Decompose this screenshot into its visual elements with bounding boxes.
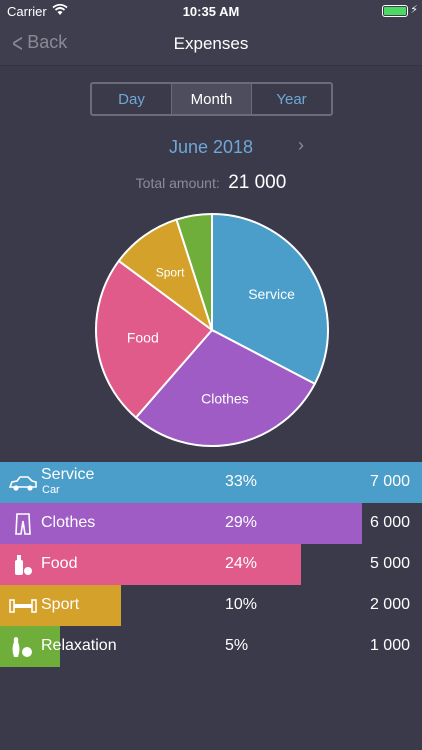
pie-slice[interactable]	[175, 212, 213, 331]
bar-fill	[0, 544, 302, 585]
pie-slice-label: Food	[127, 330, 159, 346]
expense-percent: 10%	[225, 596, 258, 613]
dumbbell-icon	[8, 595, 38, 617]
expense-subcategory: Car	[42, 484, 60, 496]
expense-name: Food	[41, 555, 78, 572]
expense-row-food[interactable]: Food 24% 5 000	[0, 544, 422, 585]
expense-row-clothes[interactable]: Clothes 29% 6 000	[0, 503, 422, 544]
period-segmented-control: Day Month Year	[90, 82, 333, 116]
segment-year[interactable]: Year	[276, 90, 307, 108]
bar-fill	[0, 503, 362, 544]
pie-slice[interactable]	[95, 259, 214, 419]
back-label: Back	[27, 32, 68, 52]
expense-row-sport[interactable]: Sport 10% 2 000	[0, 585, 422, 626]
next-period-button[interactable]: ›	[298, 135, 304, 156]
bar-fill	[0, 462, 422, 503]
expense-row-relaxation[interactable]: Relaxation 5% 1 000	[0, 626, 422, 667]
charging-icon: ⚡	[410, 4, 418, 16]
chevron-right-icon: ›	[298, 135, 304, 155]
wifi-icon	[52, 3, 68, 19]
car-icon	[8, 472, 38, 494]
pie-slice-label: Service	[248, 286, 295, 302]
expense-amount: 6 000	[369, 514, 410, 531]
total-label: Total amount:	[135, 175, 220, 191]
segment-day[interactable]: Day	[92, 84, 172, 114]
pie-slice[interactable]	[211, 212, 329, 386]
expense-percent: 29%	[225, 514, 258, 531]
expense-amount: 2 000	[369, 596, 410, 613]
period-label: June 2018	[168, 137, 254, 157]
expense-row-service[interactable]: Service Car 33% 7 000	[0, 462, 422, 503]
expense-name: Service	[41, 466, 95, 483]
expense-amount: 5 000	[369, 555, 410, 572]
battery-icon	[382, 5, 408, 17]
pie-slice-label: Clothes	[201, 390, 248, 406]
bowling-icon	[8, 636, 38, 658]
expense-percent: 24%	[225, 555, 258, 572]
pants-icon	[8, 513, 38, 535]
expense-amount: 7 000	[369, 473, 410, 490]
clock: 10:35 AM	[182, 4, 240, 19]
expense-amount: 1 000	[369, 637, 410, 654]
carrier-label: Carrier	[7, 4, 47, 19]
expense-name: Clothes	[41, 514, 96, 531]
status-bar: Carrier 10:35 AM ⚡	[0, 0, 422, 22]
chevron-left-icon: <	[12, 27, 23, 58]
pie-slice[interactable]	[134, 328, 317, 447]
expense-percent: 5%	[225, 637, 249, 654]
expenses-pie-chart: Service Clothes Food Sport	[95, 212, 329, 447]
expense-name: Sport	[41, 596, 80, 613]
total-amount: Total amount: 21 000	[0, 172, 422, 194]
page-title: Expenses	[173, 34, 249, 53]
bottle-icon	[8, 554, 38, 576]
pie-slice-label: Sport	[156, 266, 185, 280]
back-button[interactable]: < Back	[10, 27, 68, 58]
expense-name: Relaxation	[41, 637, 117, 654]
pie-slice[interactable]	[117, 218, 214, 333]
total-value: 21 000	[228, 172, 287, 193]
bar-fill	[0, 626, 61, 667]
expense-percent: 33%	[225, 473, 258, 490]
segment-month[interactable]: Month	[172, 84, 252, 114]
navigation-bar: < Back Expenses	[0, 22, 422, 66]
